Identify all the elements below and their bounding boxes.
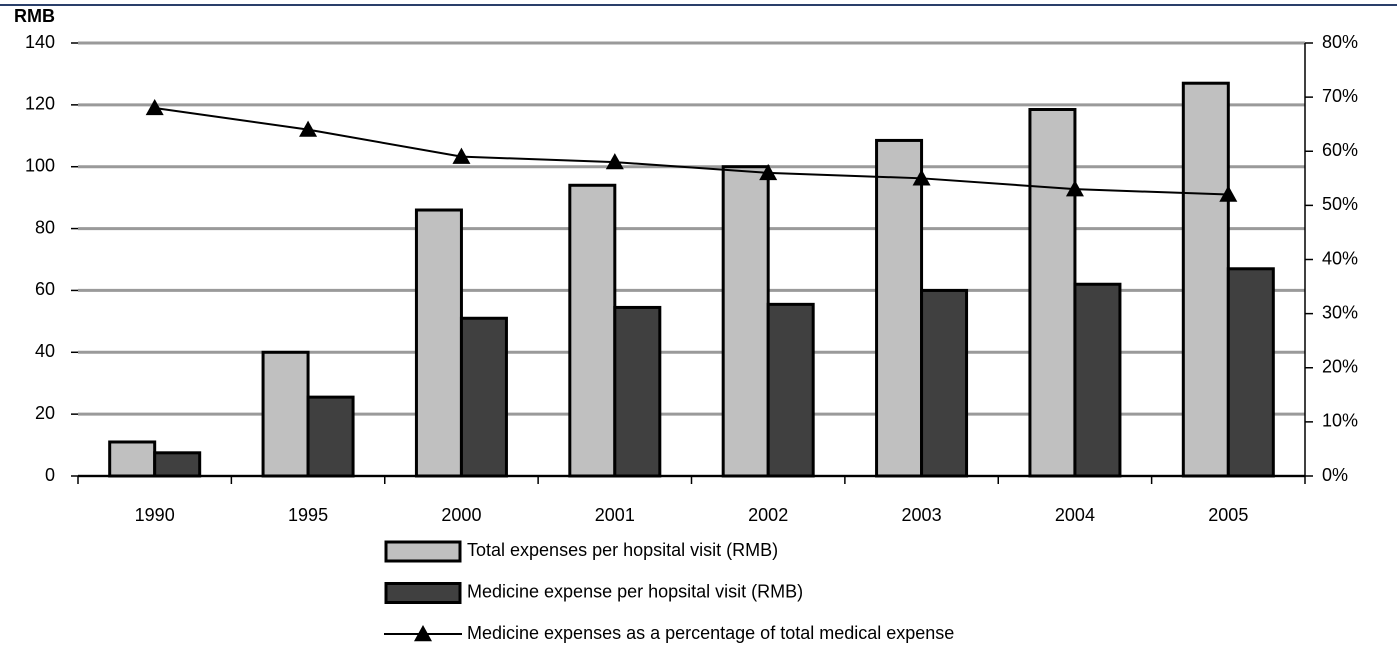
bar bbox=[108, 440, 157, 478]
legend-marker bbox=[414, 625, 432, 642]
bar bbox=[261, 350, 310, 478]
y-tick-label: 40 bbox=[35, 341, 55, 361]
bar bbox=[459, 316, 508, 478]
line-marker bbox=[299, 120, 318, 137]
x-tick-label: 1995 bbox=[288, 505, 328, 525]
x-tick-label: 2002 bbox=[748, 505, 788, 525]
line-marker bbox=[145, 98, 164, 116]
x-tick-label: 1990 bbox=[135, 505, 175, 525]
line-marker bbox=[1219, 185, 1238, 202]
bar bbox=[568, 183, 617, 478]
line-marker bbox=[452, 147, 471, 164]
y-tick-label: 140 bbox=[25, 32, 55, 52]
y-tick-label: 0 bbox=[45, 465, 55, 485]
y-tick-label: 20 bbox=[35, 403, 55, 423]
legend-label: Medicine expense per hopsital visit (RMB… bbox=[467, 581, 803, 601]
line-series bbox=[154, 106, 1229, 196]
y2-tick-label: 30% bbox=[1322, 302, 1358, 322]
legend-swatch bbox=[384, 540, 462, 563]
bar bbox=[1073, 282, 1122, 478]
bar bbox=[721, 165, 770, 478]
bar bbox=[306, 395, 355, 478]
y2-tick-label: 10% bbox=[1322, 411, 1358, 431]
y2-tick-label: 70% bbox=[1322, 86, 1358, 106]
line-marker bbox=[912, 169, 931, 186]
line-marker bbox=[605, 153, 624, 170]
y-tick-label: 120 bbox=[25, 94, 55, 114]
line-marker bbox=[759, 163, 778, 181]
legend-swatch bbox=[384, 582, 462, 604]
x-tick-label: 2004 bbox=[1055, 505, 1095, 525]
y2-tick-label: 80% bbox=[1322, 32, 1358, 52]
y-axis-label: RMB bbox=[14, 6, 55, 26]
bar bbox=[153, 451, 202, 478]
bar bbox=[766, 302, 815, 478]
y-tick-label: 100 bbox=[25, 155, 55, 175]
y-tick-label: 80 bbox=[35, 217, 55, 237]
bar bbox=[613, 305, 662, 478]
y2-tick-label: 0% bbox=[1322, 465, 1348, 485]
bar bbox=[1181, 81, 1230, 478]
x-tick-label: 2005 bbox=[1208, 505, 1248, 525]
y2-tick-label: 40% bbox=[1322, 248, 1358, 268]
bar bbox=[414, 208, 463, 478]
y2-tick-label: 60% bbox=[1322, 140, 1358, 160]
bar bbox=[1028, 107, 1077, 478]
x-tick-label: 2000 bbox=[441, 505, 481, 525]
x-tick-label: 2003 bbox=[902, 505, 942, 525]
bar bbox=[875, 138, 924, 478]
y2-tick-label: 20% bbox=[1322, 357, 1358, 377]
bar bbox=[920, 288, 969, 478]
legend-label: Medicine expenses as a percentage of tot… bbox=[467, 623, 954, 643]
y2-tick-label: 50% bbox=[1322, 194, 1358, 214]
line-marker bbox=[1065, 180, 1084, 197]
legend-label: Total expenses per hopsital visit (RMB) bbox=[467, 540, 778, 560]
x-tick-label: 2001 bbox=[595, 505, 635, 525]
bar bbox=[1226, 267, 1275, 478]
y-tick-label: 60 bbox=[35, 279, 55, 299]
